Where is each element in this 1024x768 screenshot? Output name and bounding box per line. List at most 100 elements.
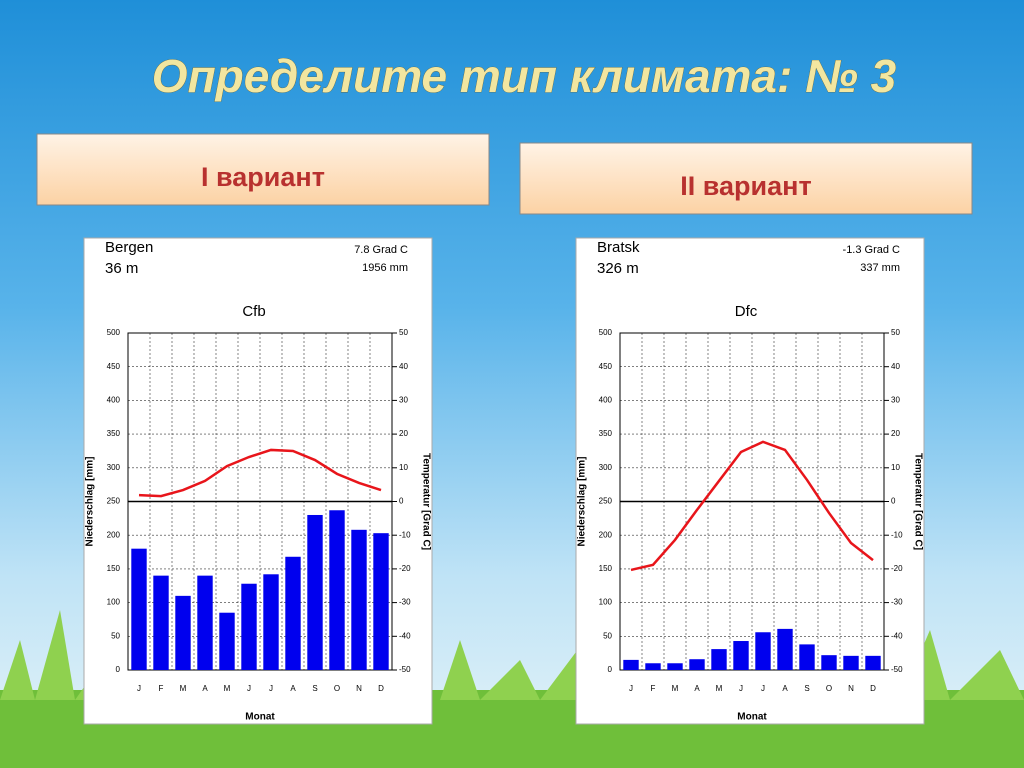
climate-class: Dfc bbox=[735, 303, 758, 320]
x-axis-label: Monat bbox=[737, 712, 767, 723]
x-tick-label: N bbox=[848, 684, 854, 693]
y2-tick-label: -40 bbox=[891, 631, 903, 640]
bar bbox=[351, 529, 367, 670]
bar bbox=[799, 644, 815, 670]
bar bbox=[777, 628, 793, 670]
x-tick-label: A bbox=[202, 684, 208, 693]
mean-temperature: -1.3 Grad C bbox=[843, 244, 901, 256]
y-axis-label: Niederschlag [mm] bbox=[577, 456, 588, 546]
bar bbox=[755, 632, 771, 670]
y-tick-label: 250 bbox=[107, 497, 121, 506]
x-tick-label: J bbox=[761, 684, 765, 693]
plot-frame bbox=[127, 332, 393, 671]
bar bbox=[153, 575, 169, 670]
variant-label: II вариант bbox=[680, 171, 811, 201]
bar bbox=[689, 659, 705, 670]
bar bbox=[623, 659, 639, 670]
y2-tick-label: 40 bbox=[891, 362, 900, 371]
x-tick-label: M bbox=[672, 684, 679, 693]
station-elevation: 36 m bbox=[105, 260, 138, 277]
y2-tick-label: 10 bbox=[399, 463, 408, 472]
annual-precipitation: 1956 mm bbox=[362, 262, 408, 274]
y2-tick-label: -10 bbox=[891, 530, 903, 539]
y2-tick-label: 0 bbox=[891, 497, 896, 506]
y-tick-label: 200 bbox=[107, 530, 121, 539]
bar bbox=[263, 574, 279, 670]
y2-tick-label: 20 bbox=[399, 429, 408, 438]
y2-axis-label: Temperatur [Grad C] bbox=[420, 453, 431, 550]
station-elevation: 326 m bbox=[597, 260, 639, 277]
temperature-line bbox=[138, 448, 382, 498]
x-tick-label: F bbox=[651, 684, 656, 693]
x-tick-label: S bbox=[312, 684, 317, 693]
bar bbox=[821, 655, 837, 670]
y-tick-label: 350 bbox=[107, 429, 121, 438]
x-tick-label: F bbox=[159, 684, 164, 693]
bar bbox=[645, 663, 661, 670]
y2-tick-label: -30 bbox=[399, 598, 411, 607]
y2-tick-label: -50 bbox=[399, 665, 411, 674]
x-tick-label: O bbox=[826, 684, 832, 693]
y2-axis-label: Temperatur [Grad C] bbox=[912, 453, 923, 550]
mean-temperature: 7.8 Grad C bbox=[354, 244, 408, 256]
bar bbox=[285, 556, 301, 670]
station-name: Bratsk bbox=[597, 239, 640, 256]
y2-tick-label: 50 bbox=[891, 328, 900, 337]
y-tick-label: 400 bbox=[599, 396, 613, 405]
y-tick-label: 0 bbox=[116, 665, 121, 674]
y2-tick-label: 50 bbox=[399, 328, 408, 337]
y-tick-label: 200 bbox=[599, 530, 613, 539]
bar bbox=[307, 514, 323, 670]
y2-tick-label: -50 bbox=[891, 665, 903, 674]
y-tick-label: 50 bbox=[603, 631, 612, 640]
y-tick-label: 100 bbox=[107, 598, 121, 607]
bar bbox=[865, 655, 881, 670]
y-tick-label: 500 bbox=[107, 328, 121, 337]
slide-title: Определите тип климата: № 3 bbox=[152, 50, 897, 102]
x-tick-label: A bbox=[694, 684, 700, 693]
y-tick-label: 250 bbox=[599, 497, 613, 506]
x-tick-label: N bbox=[356, 684, 362, 693]
x-tick-label: D bbox=[378, 684, 384, 693]
bar bbox=[219, 612, 235, 670]
annual-precipitation: 337 mm bbox=[860, 262, 900, 274]
y2-tick-label: -40 bbox=[399, 631, 411, 640]
bar bbox=[197, 575, 213, 670]
y-tick-label: 500 bbox=[599, 328, 613, 337]
bar bbox=[733, 641, 749, 670]
y-tick-label: 50 bbox=[111, 631, 120, 640]
x-tick-label: J bbox=[269, 684, 273, 693]
y2-tick-label: -30 bbox=[891, 598, 903, 607]
x-tick-label: M bbox=[180, 684, 187, 693]
y-tick-label: 350 bbox=[599, 429, 613, 438]
y2-tick-label: 0 bbox=[399, 497, 404, 506]
x-tick-label: J bbox=[137, 684, 141, 693]
y2-tick-label: 30 bbox=[399, 396, 408, 405]
y-tick-label: 300 bbox=[107, 463, 121, 472]
bar bbox=[131, 548, 147, 670]
y2-tick-label: 30 bbox=[891, 396, 900, 405]
variant-box bbox=[36, 133, 490, 206]
y-tick-label: 400 bbox=[107, 396, 121, 405]
x-tick-label: J bbox=[629, 684, 633, 693]
y-tick-label: 100 bbox=[599, 598, 613, 607]
plot-frame bbox=[619, 332, 885, 671]
x-axis-label: Monat bbox=[245, 712, 275, 723]
temperature-line bbox=[630, 440, 874, 572]
y2-tick-label: 40 bbox=[399, 362, 408, 371]
bar bbox=[711, 649, 727, 670]
bar bbox=[175, 595, 191, 670]
y-tick-label: 150 bbox=[107, 564, 121, 573]
y-axis-label: Niederschlag [mm] bbox=[85, 456, 96, 546]
climate-class: Cfb bbox=[242, 303, 265, 320]
y2-tick-label: 20 bbox=[891, 429, 900, 438]
x-tick-label: S bbox=[804, 684, 809, 693]
y2-tick-label: -20 bbox=[891, 564, 903, 573]
bar bbox=[667, 663, 683, 670]
y2-tick-label: -20 bbox=[399, 564, 411, 573]
x-tick-label: O bbox=[334, 684, 340, 693]
bar bbox=[373, 533, 389, 670]
x-tick-label: D bbox=[870, 684, 876, 693]
